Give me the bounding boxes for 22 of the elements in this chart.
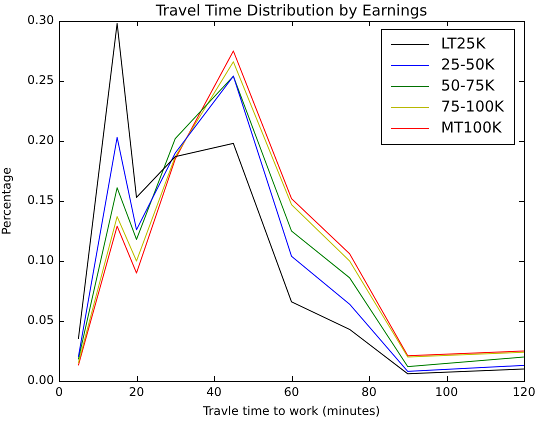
y-tick-label: 0.10 [27, 253, 54, 268]
legend-label: 25-50K [441, 55, 496, 74]
y-tick-label: 0.05 [27, 313, 54, 328]
legend-label: LT25K [441, 34, 487, 52]
x-axis-title: Travle time to work (minutes) [202, 404, 380, 418]
y-tick-label: 0.15 [27, 193, 54, 208]
x-tick-label: 20 [128, 385, 144, 400]
y-tick-label: 0.20 [27, 133, 54, 148]
x-tick-label: 60 [284, 385, 300, 400]
y-tick-label: 0.25 [27, 73, 54, 88]
y-tick-label: 0.30 [27, 13, 54, 28]
legend-label: 75-100K [441, 97, 506, 116]
y-axis-title: Percentage [0, 167, 14, 235]
x-tick-label: 0 [55, 385, 63, 400]
x-tick-label: 120 [512, 385, 536, 400]
legend-label: 50-75K [441, 76, 496, 94]
x-tick-label: 80 [361, 385, 377, 400]
legend-label: MT100K [441, 118, 503, 136]
chart-title: Travel Time Distribution by Earnings [154, 1, 428, 20]
x-tick-label: 40 [206, 385, 222, 400]
x-tick-label: 100 [435, 385, 458, 400]
y-tick-label: 0.00 [27, 373, 54, 388]
